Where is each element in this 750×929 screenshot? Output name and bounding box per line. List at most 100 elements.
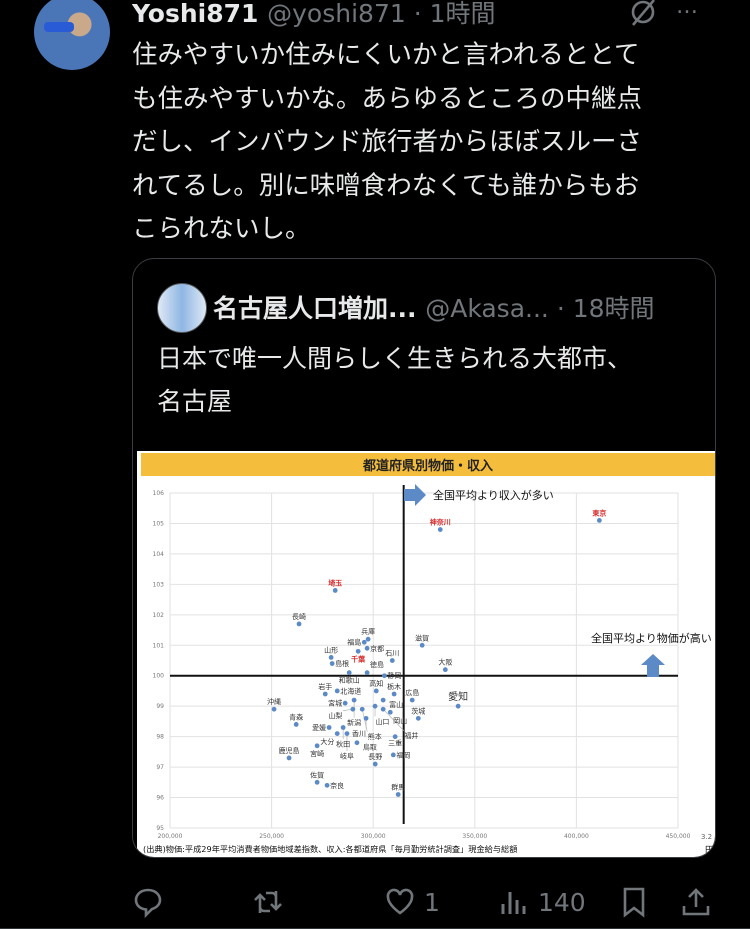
data-point <box>364 670 370 676</box>
quoted-handle: @Akasa... <box>425 294 549 323</box>
bookmark-button[interactable] <box>618 880 650 924</box>
price-annotation: 全国平均より物価が高い <box>591 631 712 645</box>
data-point <box>364 645 370 651</box>
point-label: 群馬 <box>391 783 405 792</box>
y-tick-label: 101 <box>153 642 165 649</box>
quoted-tweet-card[interactable]: 名古屋人口増加... @Akasa... · 18時間 日本で唯一人間らしく生き… <box>132 258 716 858</box>
data-point <box>351 697 357 703</box>
data-point <box>324 782 330 788</box>
share-button[interactable] <box>680 880 712 924</box>
point-label: 栃木 <box>387 682 401 691</box>
point-label: 茨城 <box>411 706 425 715</box>
quoted-text-line: 日本で唯一人間らしく生きられる大都市、 <box>157 344 633 373</box>
data-point <box>350 706 356 712</box>
data-point <box>340 725 346 730</box>
data-point <box>391 691 397 697</box>
data-point <box>314 779 320 785</box>
data-point <box>329 661 335 666</box>
data-point <box>419 642 425 648</box>
point-label: 佐賀 <box>310 770 324 779</box>
retweet-button[interactable] <box>252 880 292 924</box>
point-label: 新潟 <box>347 718 361 727</box>
point-label: 山口 <box>375 717 389 726</box>
quoted-text: 日本で唯一人間らしく生きられる大都市、 名古屋 <box>157 337 632 423</box>
y-tick-label: 97 <box>156 764 164 771</box>
more-options-icon[interactable]: … <box>676 0 699 19</box>
x-tick-label: 250,000 <box>259 833 284 840</box>
like-count: 1 <box>424 887 440 917</box>
y-tick-label: 102 <box>153 612 165 619</box>
author-handle[interactable]: @yoshi871 <box>267 0 406 28</box>
chart-title-bar <box>141 453 715 476</box>
point-label: 宮崎 <box>310 749 324 758</box>
views-count: 140 <box>538 887 586 917</box>
data-point <box>395 792 401 797</box>
tweet-time[interactable]: · 1時間 <box>413 0 496 28</box>
tweet-text-line: も住みやすいかな。あらゆるところの中継点 <box>132 83 643 114</box>
point-label: 香川 <box>352 729 366 738</box>
author-display-name[interactable]: Yoshi871 <box>132 0 259 28</box>
data-point <box>381 673 387 679</box>
point-label: 神奈川 <box>430 518 451 527</box>
like-button[interactable]: 1 <box>384 880 440 924</box>
author-avatar[interactable] <box>34 0 110 70</box>
point-label: 岡山 <box>393 716 407 725</box>
action-bar: 1 140 <box>0 880 750 928</box>
data-point <box>409 697 415 703</box>
quoted-text-line: 名古屋 <box>157 387 233 416</box>
data-point <box>332 588 338 593</box>
share-icon <box>682 888 710 916</box>
y-tick-label: 96 <box>156 795 164 802</box>
point-label: 大阪 <box>438 658 452 667</box>
reply-icon <box>134 888 162 918</box>
data-point <box>355 648 361 654</box>
data-point <box>342 700 348 706</box>
extra-tick: 3.2 <box>701 833 712 841</box>
y-tick-label: 106 <box>153 490 165 497</box>
point-label: 山形 <box>324 645 338 654</box>
point-label: 秋田 <box>336 740 350 749</box>
views-button[interactable]: 140 <box>498 880 586 924</box>
point-label: 大分 <box>320 737 334 746</box>
grok-icon[interactable] <box>628 0 658 28</box>
data-point <box>390 752 396 758</box>
point-label: 島根 <box>335 659 349 668</box>
point-label: 岐阜 <box>340 752 354 761</box>
retweet-icon <box>254 891 282 913</box>
y-tick-label: 98 <box>156 734 164 741</box>
data-point <box>286 755 292 761</box>
point-label: 兵庫 <box>361 627 375 636</box>
y-tick-label: 99 <box>156 703 164 710</box>
chart-title: 都道府県別物価・収入 <box>362 458 493 474</box>
tweet-text-line: 住みやすいか住みにくいかと言われるととて <box>132 40 640 70</box>
quoted-author-line: 名古屋人口増加... @Akasa... · 18時間 <box>213 289 655 325</box>
point-label: 福島 <box>347 638 361 647</box>
author-line: Yoshi871 @yoshi871 · 1時間 <box>132 0 496 30</box>
point-label: 福井 <box>404 731 418 740</box>
data-point <box>359 706 365 712</box>
y-tick-label: 104 <box>153 551 165 558</box>
point-label: 石川 <box>385 650 399 658</box>
point-label: 高知 <box>369 679 383 688</box>
y-tick-label: 105 <box>153 520 165 527</box>
right-arrow-icon <box>404 484 426 506</box>
data-point <box>354 740 360 746</box>
data-point <box>363 715 369 721</box>
point-label: 長野 <box>368 753 382 761</box>
data-point <box>296 621 302 627</box>
data-point <box>314 743 320 749</box>
point-label: 滋賀 <box>415 633 429 642</box>
x-tick-label: 350,000 <box>462 833 487 840</box>
reply-button[interactable] <box>132 880 172 924</box>
point-label: 富山 <box>389 700 403 709</box>
point-label: 徳島 <box>370 660 384 669</box>
data-point <box>455 703 461 709</box>
x-tick-label: 450,000 <box>666 833 691 840</box>
data-point <box>344 731 350 736</box>
chart-image[interactable]: 都道府県別物価・収入 95 96 97 98 99 100 101 102 103 104 105 1… <box>133 451 715 857</box>
up-arrow-icon <box>641 654 665 677</box>
point-label: 宮城 <box>328 699 342 708</box>
y-tick-label: 103 <box>153 581 165 588</box>
point-label: 京都 <box>370 644 384 653</box>
data-point <box>372 703 378 709</box>
